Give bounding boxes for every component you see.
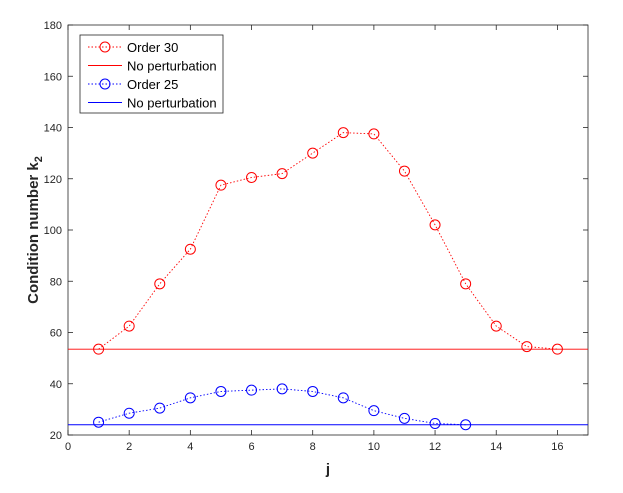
data-point <box>307 147 319 159</box>
data-point <box>337 392 349 404</box>
data-point <box>337 127 349 139</box>
legend-label: No perturbation <box>127 96 217 111</box>
y-tick-label: 80 <box>50 276 62 288</box>
y-tick-label: 160 <box>44 71 62 83</box>
data-point <box>521 341 533 353</box>
data-point <box>123 320 135 332</box>
data-point <box>184 243 196 255</box>
data-point <box>276 383 288 395</box>
x-axis-ticks: 0 2 4 6 8 10 12 14 16 <box>65 25 564 453</box>
legend-label: No perturbation <box>127 59 217 74</box>
x-axis-title: j <box>325 461 330 478</box>
y-axis-ticks: 20 40 60 80 100 120 140 160 180 <box>44 20 588 442</box>
x-tick-label: 14 <box>490 441 502 453</box>
y-axis-title-main: Condition number k <box>25 162 42 304</box>
y-tick-label: 120 <box>44 174 62 186</box>
data-point <box>307 385 319 397</box>
legend-marker <box>99 78 111 90</box>
data-point <box>184 392 196 404</box>
legend: Order 30 No perturbation Order 25 No pertur… <box>79 34 224 114</box>
legend-label: Order 30 <box>127 40 178 55</box>
data-point <box>429 219 441 231</box>
y-tick-label: 20 <box>50 430 62 442</box>
data-point <box>276 168 288 180</box>
y-tick-label: 180 <box>44 20 62 32</box>
x-tick-label: 12 <box>429 441 441 453</box>
y-axis-title: Condition number k2 <box>25 156 45 304</box>
data-point <box>154 278 166 290</box>
data-point <box>368 405 380 417</box>
legend-marker <box>99 41 111 53</box>
x-tick-label: 10 <box>368 441 380 453</box>
series-layer <box>68 127 588 431</box>
data-point <box>246 384 258 396</box>
data-point <box>368 128 380 140</box>
x-tick-label: 2 <box>126 441 132 453</box>
data-point <box>154 402 166 414</box>
y-tick-label: 40 <box>50 379 62 391</box>
y-axis-title-subscript: 2 <box>33 156 45 162</box>
x-tick-label: 8 <box>310 441 316 453</box>
x-tick-label: 4 <box>187 441 193 453</box>
data-point <box>123 407 135 419</box>
y-tick-label: 140 <box>44 123 62 135</box>
y-tick-label: 100 <box>44 225 62 237</box>
legend-label: Order 25 <box>127 77 178 92</box>
x-tick-label: 16 <box>551 441 563 453</box>
data-point <box>398 165 410 177</box>
y-tick-label: 60 <box>50 328 62 340</box>
x-tick-label: 6 <box>248 441 254 453</box>
x-tick-label: 0 <box>65 441 71 453</box>
data-point <box>215 179 227 191</box>
data-point <box>429 417 441 429</box>
data-point <box>460 278 472 290</box>
series-3 <box>93 383 472 431</box>
data-point <box>93 416 105 428</box>
data-point <box>215 385 227 397</box>
data-point <box>398 412 410 424</box>
data-point <box>490 320 502 332</box>
data-point <box>246 171 258 183</box>
legend-box <box>79 34 224 114</box>
